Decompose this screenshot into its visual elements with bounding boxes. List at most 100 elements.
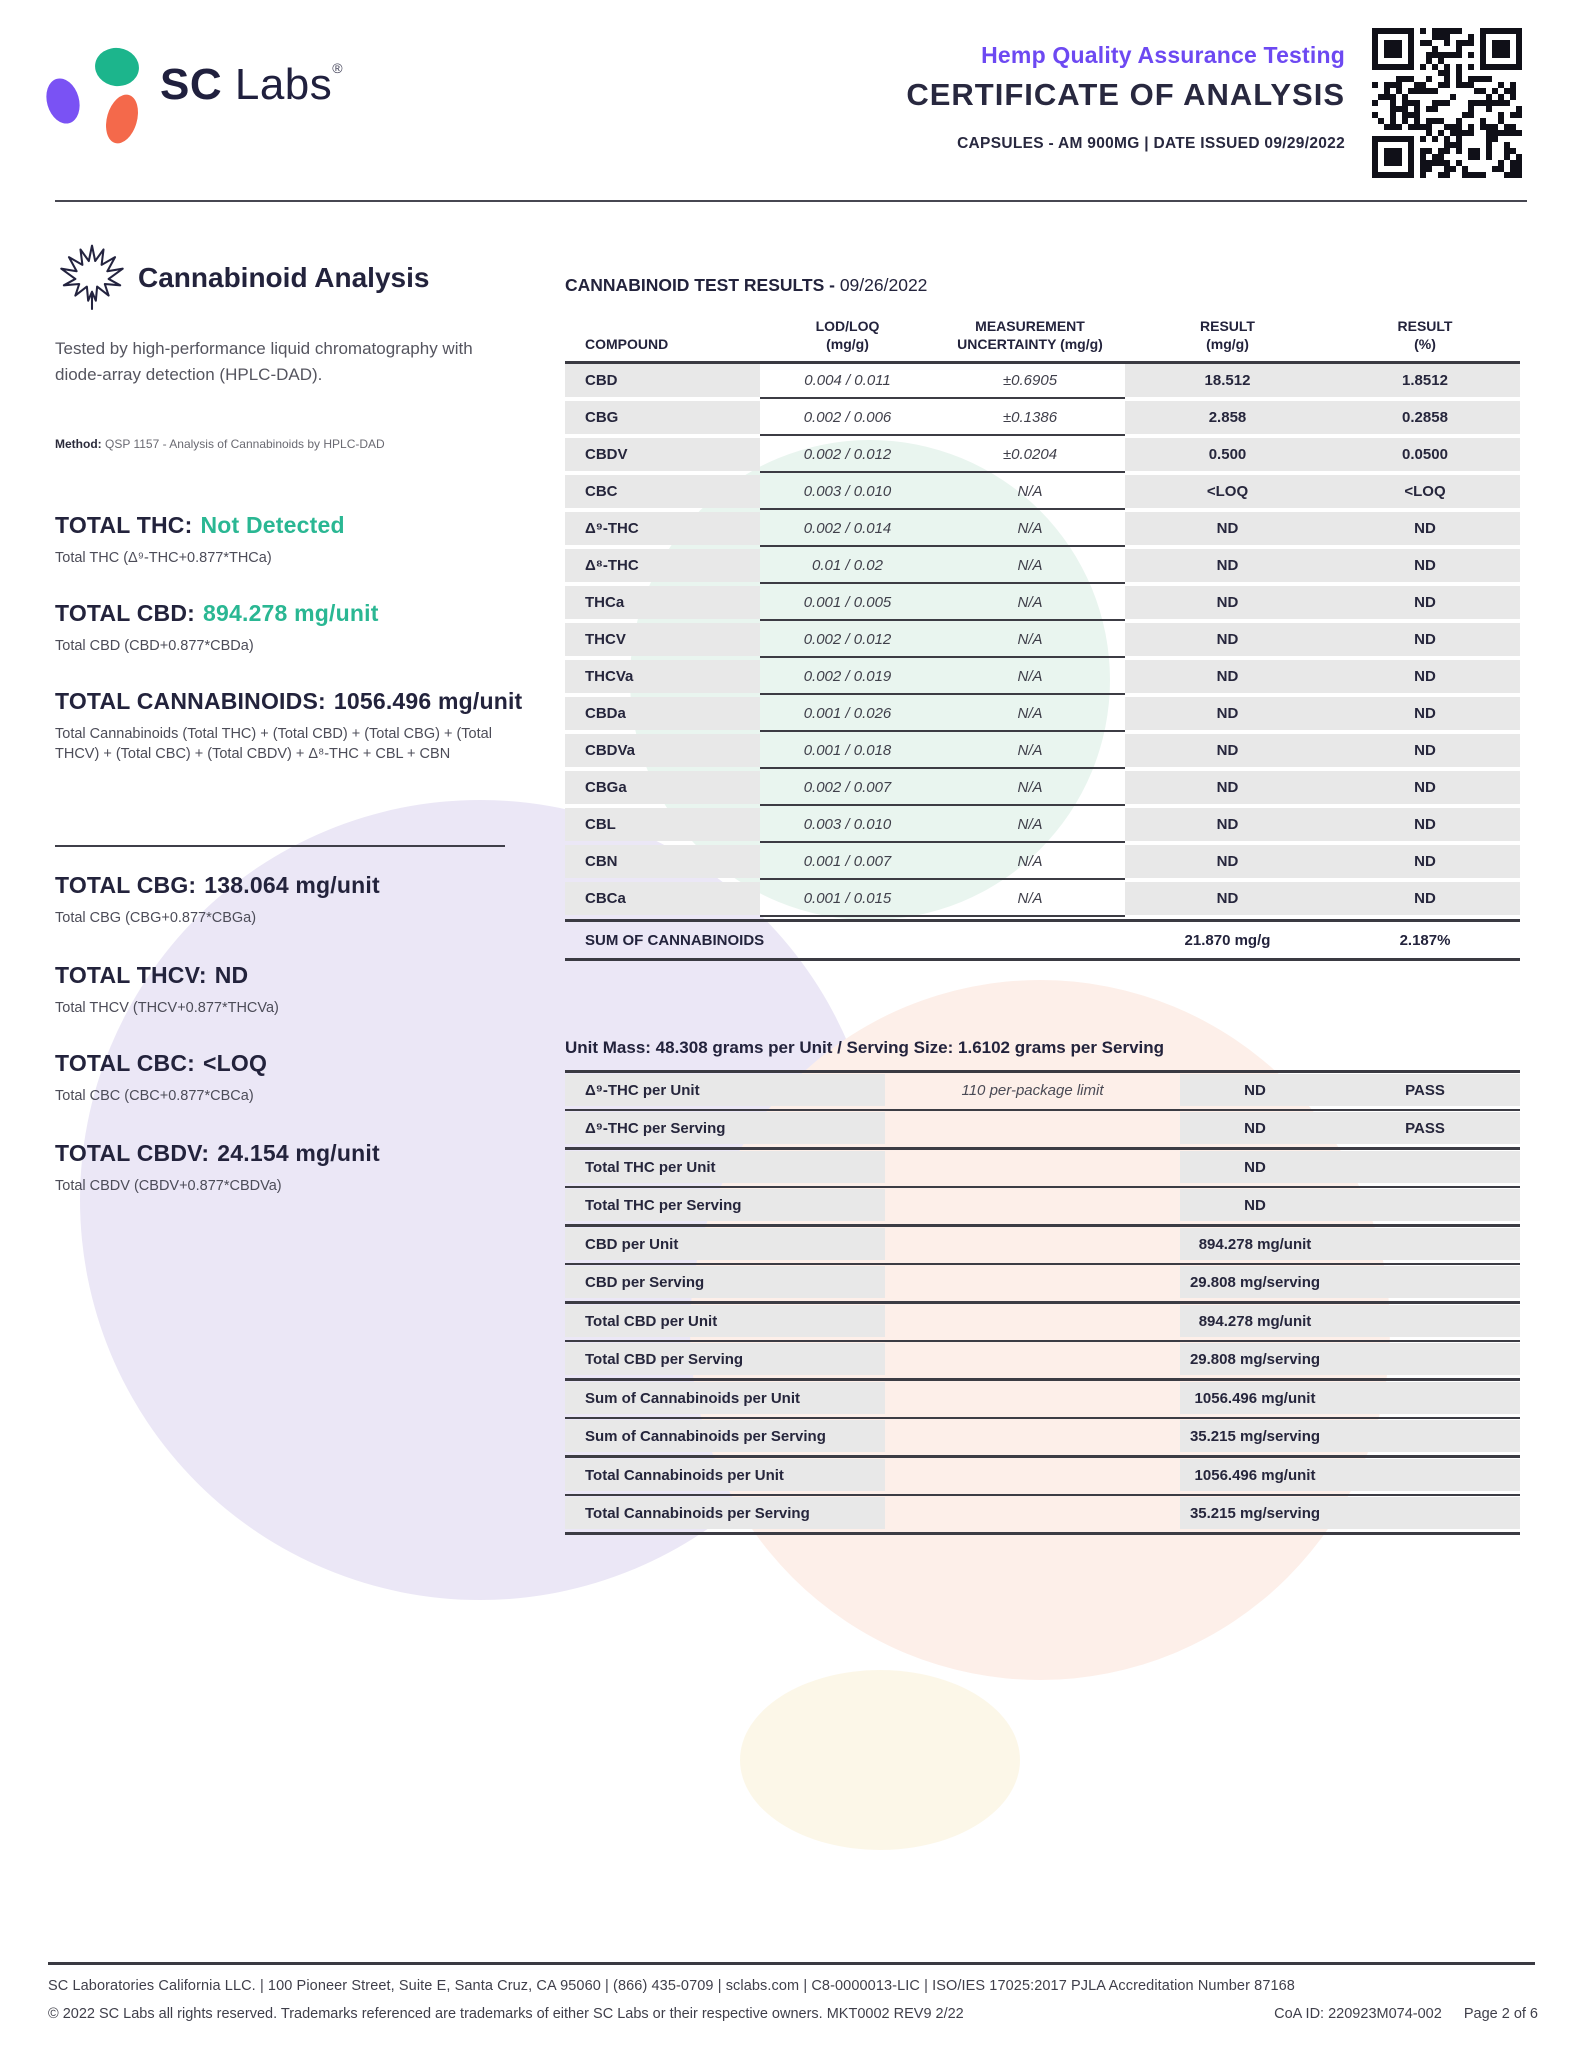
table-row: CBDVa 0.001 / 0.018 N/A ND ND — [565, 734, 1520, 771]
result-mgg-cell: ND — [1125, 549, 1330, 582]
status-cell: PASS — [1330, 1112, 1520, 1144]
compound-cell: THCV — [565, 623, 760, 656]
value-cell: 29.808 mg/serving — [1180, 1343, 1330, 1375]
total-label: TOTAL CBC: — [55, 1050, 195, 1076]
compound-cell: CBC — [565, 475, 760, 508]
value-cell: 35.215 mg/serving — [1180, 1497, 1330, 1529]
section-description: Tested by high-performance liquid chroma… — [55, 339, 473, 385]
total-formula: Total THCV (THCV+0.877*THCVa) — [55, 1000, 279, 1016]
total-value: 138.064 mg/unit — [204, 872, 380, 898]
table-row: Total THC per Serving ND — [565, 1188, 1520, 1227]
table-row: CBDV 0.002 / 0.012 ±0.0204 0.500 0.0500 — [565, 438, 1520, 475]
limit-cell — [885, 1304, 1180, 1338]
value-cell: ND — [1180, 1112, 1330, 1144]
value-cell: 1056.496 mg/unit — [1180, 1382, 1330, 1414]
limit-cell — [885, 1150, 1180, 1184]
limit-cell — [885, 1265, 1180, 1299]
compound-cell: Δ⁹-THC — [565, 512, 760, 545]
lod-loq-cell: 0.003 / 0.010 — [760, 475, 935, 510]
unit-row-label: Total THC per Serving — [565, 1189, 885, 1221]
brand-sc: SC — [160, 60, 223, 109]
sum-label: SUM OF CANNABINOIDS — [585, 931, 765, 949]
compound-cell: CBL — [565, 808, 760, 841]
results-date: 09/26/2022 — [839, 275, 928, 295]
status-cell — [1330, 1266, 1520, 1298]
value-cell: 894.278 mg/unit — [1180, 1228, 1330, 1260]
result-pct-cell: ND — [1330, 586, 1520, 619]
compound-cell: Δ⁸-THC — [565, 549, 760, 582]
lod-loq-cell: 0.01 / 0.02 — [760, 549, 935, 584]
lod-loq-cell: 0.002 / 0.014 — [760, 512, 935, 547]
sum-row: SUM OF CANNABINOIDS 21.870 mg/g 2.187% — [565, 919, 1520, 961]
unit-row-label: CBD per Serving — [565, 1266, 885, 1298]
compound-cell: CBG — [565, 401, 760, 434]
result-pct-cell: ND — [1330, 771, 1520, 804]
logo-orange-oval-icon — [100, 90, 144, 148]
footer-coa-id: CoA ID: 220923M074-002 — [1274, 2006, 1442, 2022]
certificate-subtitle: Hemp Quality Assurance Testing — [981, 42, 1345, 68]
uncertainty-cell: N/A — [935, 586, 1125, 621]
column-header-result-mgg: RESULT (mg/g) — [1200, 318, 1255, 352]
value-cell: 35.215 mg/serving — [1180, 1420, 1330, 1452]
result-pct-cell: 1.8512 — [1330, 364, 1520, 397]
table-row: Total THC per Unit ND — [565, 1150, 1520, 1188]
unit-row-label: Total CBD per Serving — [565, 1343, 885, 1375]
table-row: THCVa 0.002 / 0.019 N/A ND ND — [565, 660, 1520, 697]
left-column-divider — [55, 845, 505, 847]
result-mgg-cell: ND — [1125, 660, 1330, 693]
uncertainty-cell: ±0.0204 — [935, 438, 1125, 473]
result-pct-cell: ND — [1330, 512, 1520, 545]
brand-name: SC Labs® — [160, 60, 343, 110]
total-value: ND — [214, 962, 249, 988]
cannabinoid-results-rows: CBD 0.004 / 0.011 ±0.6905 18.512 1.8512 CBG 0.… — [565, 364, 1520, 919]
table-row: Total CBD per Serving 29.808 mg/serving — [565, 1342, 1520, 1381]
lod-loq-cell: 0.001 / 0.026 — [760, 697, 935, 732]
table-row: CBD per Unit 894.278 mg/unit — [565, 1227, 1520, 1265]
uncertainty-cell: N/A — [935, 882, 1125, 917]
unit-row-label: Total THC per Unit — [565, 1151, 885, 1183]
unit-row-label: Sum of Cannabinoids per Unit — [565, 1382, 885, 1414]
compound-cell: CBDa — [565, 697, 760, 730]
table-row: CBGa 0.002 / 0.007 N/A ND ND — [565, 771, 1520, 808]
table-row: CBD 0.004 / 0.011 ±0.6905 18.512 1.8512 — [565, 364, 1520, 401]
limit-cell — [885, 1458, 1180, 1492]
total-label: TOTAL CBDV: — [55, 1140, 210, 1166]
table-row: CBC 0.003 / 0.010 N/A <LOQ <LOQ — [565, 475, 1520, 512]
table-row: CBG 0.002 / 0.006 ±0.1386 2.858 0.2858 — [565, 401, 1520, 438]
status-cell — [1330, 1305, 1520, 1337]
uncertainty-cell: N/A — [935, 660, 1125, 695]
unit-row-label: Δ⁹-THC per Unit — [565, 1074, 885, 1106]
status-cell — [1330, 1343, 1520, 1375]
unit-row-label: Total CBD per Unit — [565, 1305, 885, 1337]
result-mgg-cell: ND — [1125, 845, 1330, 878]
unit-mass-heading: Unit Mass: 48.308 grams per Unit / Servi… — [565, 1038, 1165, 1057]
logo-purple-oval-icon — [41, 74, 85, 128]
result-mgg-cell: ND — [1125, 623, 1330, 656]
method-line: Method: QSP 1157 - Analysis of Cannabino… — [55, 437, 525, 451]
total-cbg-block: TOTAL CBG: 138.064 mg/unit Total CBG (CBG… — [55, 872, 525, 928]
total-label: TOTAL THC: — [55, 512, 193, 538]
result-mgg-cell: 18.512 — [1125, 364, 1330, 397]
value-cell: ND — [1180, 1074, 1330, 1106]
section-title: Cannabinoid Analysis — [138, 262, 430, 293]
result-mgg-cell: ND — [1125, 697, 1330, 730]
result-pct-cell: ND — [1330, 882, 1520, 915]
total-cannabinoids-block: TOTAL CANNABINOIDS: 1056.496 mg/unit Tota… — [55, 688, 525, 765]
table-row: Δ⁹-THC per Serving ND PASS — [565, 1111, 1520, 1150]
result-mgg-cell: ND — [1125, 808, 1330, 841]
table-row: Sum of Cannabinoids per Unit 1056.496 mg/… — [565, 1381, 1520, 1419]
result-pct-cell: 0.2858 — [1330, 401, 1520, 434]
footer-info-line: SC Laboratories California LLC. | 100 Pi… — [48, 1978, 1295, 1994]
logo-green-oval-icon — [92, 45, 142, 89]
lod-loq-cell: 0.004 / 0.011 — [760, 364, 935, 399]
page-title: CERTIFICATE OF ANALYSIS — [906, 77, 1345, 112]
compound-cell: CBDV — [565, 438, 760, 471]
unit-row-label: Sum of Cannabinoids per Serving — [565, 1420, 885, 1452]
compound-cell: CBCa — [565, 882, 760, 915]
lod-loq-cell: 0.001 / 0.007 — [760, 845, 935, 880]
value-cell: 1056.496 mg/unit — [1180, 1459, 1330, 1491]
status-cell: PASS — [1330, 1074, 1520, 1106]
table-row: CBCa 0.001 / 0.015 N/A ND ND — [565, 882, 1520, 919]
limit-cell — [885, 1227, 1180, 1261]
header-title-block: Hemp Quality Assurance Testing CERTIFICA… — [645, 42, 1345, 153]
